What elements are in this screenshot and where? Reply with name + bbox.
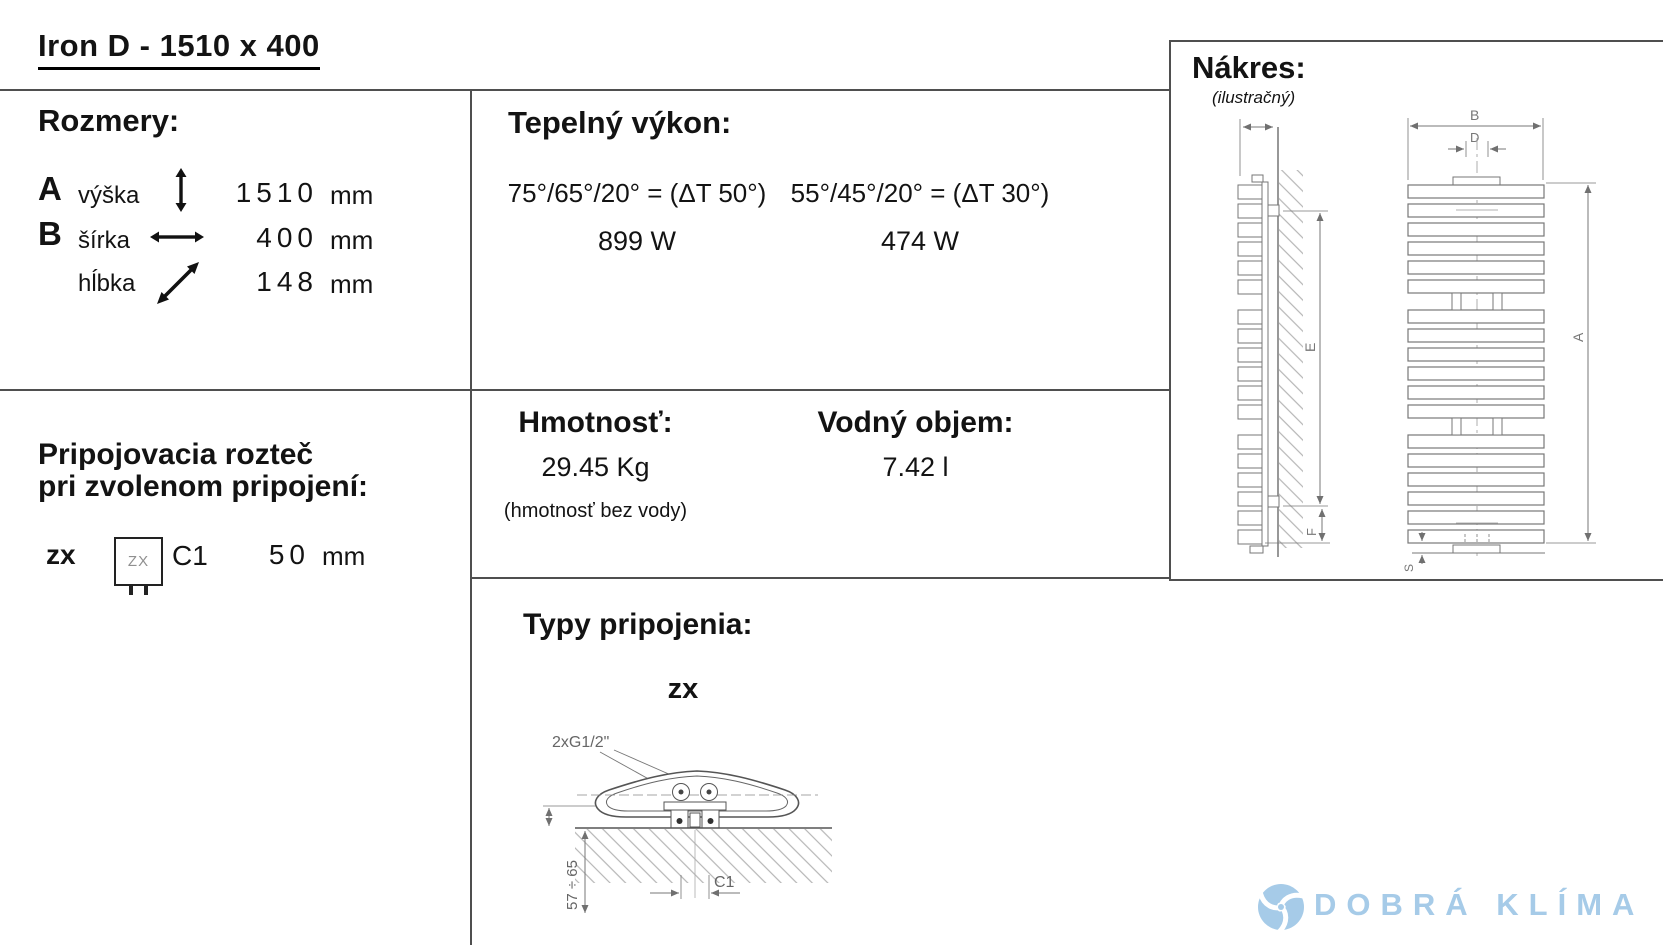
dim-value-hlbka: 148 (256, 266, 318, 297)
spacing-value: 50 (268, 539, 310, 570)
divider-vertical (470, 89, 472, 945)
hmotnost-heading: Hmotnosť: (518, 406, 673, 439)
formula-dt50: 75°/65°/20° = (ΔT 50°) (507, 178, 767, 208)
connection-type-code: zx (46, 539, 76, 570)
dim-value-sirka: 400 (256, 222, 318, 253)
dim-unit-vyska: mm (330, 180, 374, 210)
tepelny-vykon-heading: Tepelný výkon: (508, 105, 732, 140)
pripojovacia-heading-line2: pri zvolenom pripojení: (38, 470, 369, 503)
connection-pipe-tick (129, 586, 133, 595)
divider-middle (0, 389, 1170, 391)
dim-key-b: B (38, 215, 62, 252)
spacing-dim-label: C1 (714, 874, 735, 891)
dim-label-vyska: výška (78, 182, 140, 209)
power-dt30: 474 W (880, 226, 960, 256)
page-title: Iron D - 1510 x 400 (38, 28, 320, 70)
nakres-panel (1169, 40, 1663, 581)
swirl-circle-icon (1257, 884, 1306, 932)
hmotnost-value: 29.45 Kg (541, 452, 650, 482)
hmotnost-note: (hmotnosť bez vody) (503, 500, 688, 522)
wall-distance-label: 57 ÷ 65 (564, 860, 581, 910)
dim-key-a: A (38, 170, 62, 207)
arrow-leftright-icon (150, 231, 204, 243)
divider-top (0, 89, 1170, 91)
dim-label-sirka: šírka (78, 227, 131, 254)
connection-type-box: ZX (114, 537, 163, 586)
nakres-subheading: (ilustračný) (1212, 88, 1296, 107)
connection-type-drawing: 2xG1/2" 57 ÷ 65 (543, 734, 832, 913)
connection-pipe-tick (144, 586, 148, 595)
rozmery-heading: Rozmery: (38, 103, 180, 138)
dim-label-f: F (1304, 528, 1319, 536)
typy-pripojenia-heading: Typy pripojenia: (523, 608, 753, 641)
formula-dt30: 55°/45°/20° = (ΔT 30°) (790, 178, 1050, 208)
dim-label-d: D (1470, 130, 1479, 145)
connection-diagram-label: zx (667, 673, 699, 705)
dim-label-b: B (1470, 107, 1479, 123)
vodny-objem-value: 7.42 l (882, 452, 949, 482)
arrow-updown-icon (175, 168, 187, 212)
brand-logo-text: DOBRÁ KLÍMA (1314, 887, 1645, 922)
dim-unit-hlbka: mm (330, 269, 374, 299)
pripojovacia-heading-line1: Pripojovacia rozteč (38, 438, 314, 471)
dim-label-hlbka: hĺbka (78, 270, 136, 297)
dim-label-a: A (1570, 332, 1586, 342)
nakres-drawing: E F B D (1237, 107, 1596, 572)
dim-unit-sirka: mm (330, 225, 374, 255)
connection-type-box-label: ZX (127, 553, 150, 570)
thread-size-label: 2xG1/2" (552, 734, 609, 751)
divider-lower (470, 577, 1171, 579)
spacing-unit: mm (322, 541, 366, 571)
nakres-heading: Nákres: (1192, 50, 1306, 85)
dim-label-e: E (1302, 343, 1318, 352)
spacing-code: C1 (172, 540, 208, 571)
dim-label-s: S (1402, 564, 1416, 572)
arrow-diagonal-icon (157, 262, 199, 304)
dim-value-vyska: 1510 (235, 177, 318, 208)
power-dt50: 899 W (597, 226, 677, 256)
vodny-objem-heading: Vodný objem: (817, 406, 1014, 439)
